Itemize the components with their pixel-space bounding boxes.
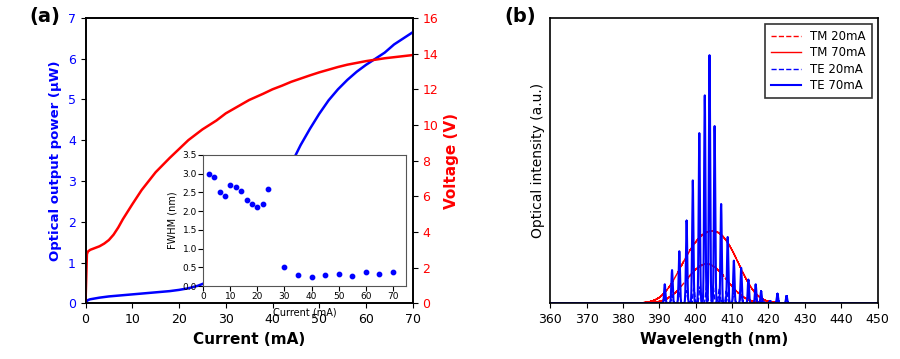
TM 70mA	[825, 301, 836, 306]
X-axis label: Wavelength (nm): Wavelength (nm)	[640, 332, 788, 347]
TM 70mA	[759, 298, 769, 302]
X-axis label: Current (mA): Current (mA)	[193, 332, 305, 347]
TE 70mA	[544, 301, 555, 305]
TE 70mA	[872, 301, 883, 305]
TM 20mA	[872, 301, 883, 305]
TE 70mA	[765, 301, 776, 306]
TE 20mA	[605, 301, 616, 306]
TM 20mA	[572, 301, 582, 306]
Legend: TM 20mA, TM 70mA, TE 20mA, TE 70mA: TM 20mA, TM 70mA, TE 20mA, TE 70mA	[765, 24, 871, 98]
TE 70mA	[560, 301, 571, 306]
TE 20mA	[872, 301, 883, 306]
TM 70mA	[842, 301, 852, 305]
TM 70mA	[765, 300, 776, 304]
Y-axis label: Voltage (V): Voltage (V)	[444, 113, 459, 209]
TM 20mA	[765, 301, 776, 305]
Line: TM 70mA: TM 70mA	[550, 231, 878, 303]
TM 70mA	[572, 301, 582, 306]
TM 70mA	[544, 301, 555, 306]
Y-axis label: Optical intensity (a.u.): Optical intensity (a.u.)	[531, 83, 544, 238]
TM 20mA	[759, 301, 769, 305]
Y-axis label: Optical output power (μW): Optical output power (μW)	[50, 60, 62, 261]
TM 70mA	[560, 301, 571, 306]
TE 20mA	[759, 299, 769, 304]
TM 70mA	[580, 301, 590, 305]
TE 20mA	[580, 301, 590, 305]
TE 70mA	[704, 53, 715, 57]
TE 20mA	[842, 301, 852, 305]
TE 70mA	[842, 301, 852, 306]
TE 20mA	[560, 301, 571, 305]
Line: TE 70mA: TE 70mA	[550, 55, 878, 303]
TE 70mA	[759, 301, 769, 306]
TM 70mA	[872, 301, 883, 306]
TE 70mA	[580, 301, 590, 305]
TE 70mA	[572, 301, 582, 306]
TE 20mA	[701, 284, 712, 288]
TM 20mA	[842, 301, 852, 306]
TM 20mA	[580, 301, 590, 306]
TM 20mA	[701, 262, 712, 266]
TM 70mA	[706, 229, 717, 233]
Line: TE 20mA: TE 20mA	[550, 286, 878, 303]
TM 20mA	[544, 301, 555, 305]
TE 20mA	[544, 301, 555, 306]
TM 20mA	[850, 301, 860, 306]
TE 20mA	[572, 301, 582, 306]
Text: (a): (a)	[30, 6, 60, 25]
TE 70mA	[625, 301, 635, 306]
Line: TM 20mA: TM 20mA	[550, 264, 878, 303]
TE 20mA	[765, 299, 776, 303]
Text: (b): (b)	[504, 6, 536, 25]
TM 20mA	[560, 301, 571, 306]
